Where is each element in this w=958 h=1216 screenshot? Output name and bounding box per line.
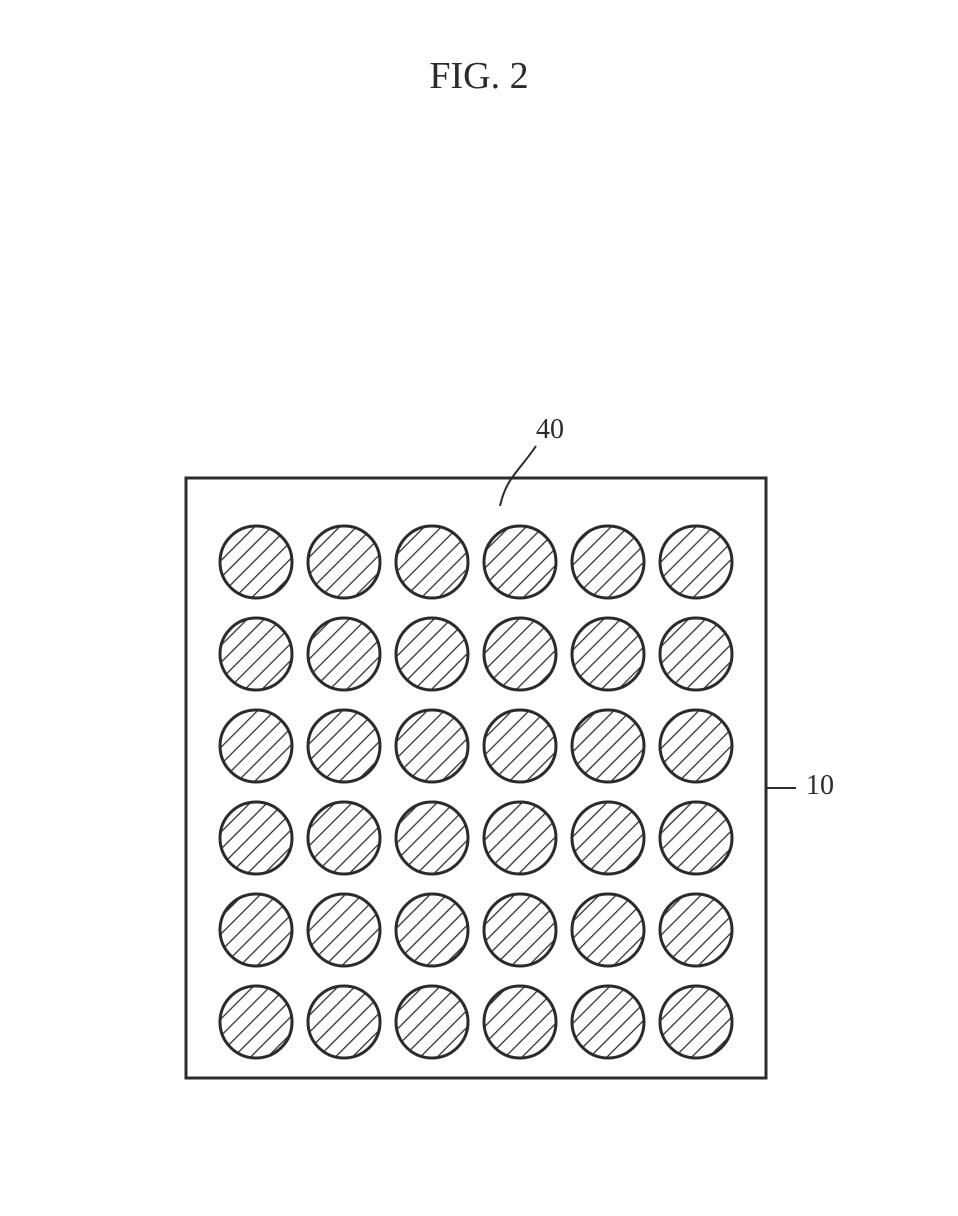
dot bbox=[220, 986, 292, 1058]
dot bbox=[484, 710, 556, 782]
dot bbox=[660, 710, 732, 782]
dot bbox=[572, 618, 644, 690]
dot bbox=[220, 526, 292, 598]
dot bbox=[484, 986, 556, 1058]
dot bbox=[660, 986, 732, 1058]
dot bbox=[572, 710, 644, 782]
dot bbox=[308, 526, 380, 598]
dot bbox=[308, 986, 380, 1058]
figure-diagram: 40 10 bbox=[0, 0, 958, 1216]
dot bbox=[220, 894, 292, 966]
dot bbox=[484, 526, 556, 598]
dot bbox=[396, 526, 468, 598]
dot bbox=[484, 802, 556, 874]
dot bbox=[396, 894, 468, 966]
dot bbox=[308, 894, 380, 966]
label-right: 10 bbox=[806, 770, 834, 801]
dot bbox=[220, 802, 292, 874]
dot bbox=[396, 710, 468, 782]
dot bbox=[396, 986, 468, 1058]
dot bbox=[308, 618, 380, 690]
dot bbox=[220, 710, 292, 782]
dot bbox=[660, 802, 732, 874]
dot bbox=[484, 618, 556, 690]
dot bbox=[572, 802, 644, 874]
dot bbox=[308, 710, 380, 782]
dot bbox=[308, 802, 380, 874]
label-top: 40 bbox=[536, 414, 564, 445]
dot bbox=[660, 618, 732, 690]
dot bbox=[572, 894, 644, 966]
dot bbox=[660, 894, 732, 966]
dot bbox=[572, 986, 644, 1058]
dot bbox=[660, 526, 732, 598]
dot bbox=[484, 894, 556, 966]
figure-title: FIG. 2 bbox=[0, 54, 958, 98]
dot bbox=[396, 802, 468, 874]
dot bbox=[572, 526, 644, 598]
dot bbox=[396, 618, 468, 690]
dot bbox=[220, 618, 292, 690]
